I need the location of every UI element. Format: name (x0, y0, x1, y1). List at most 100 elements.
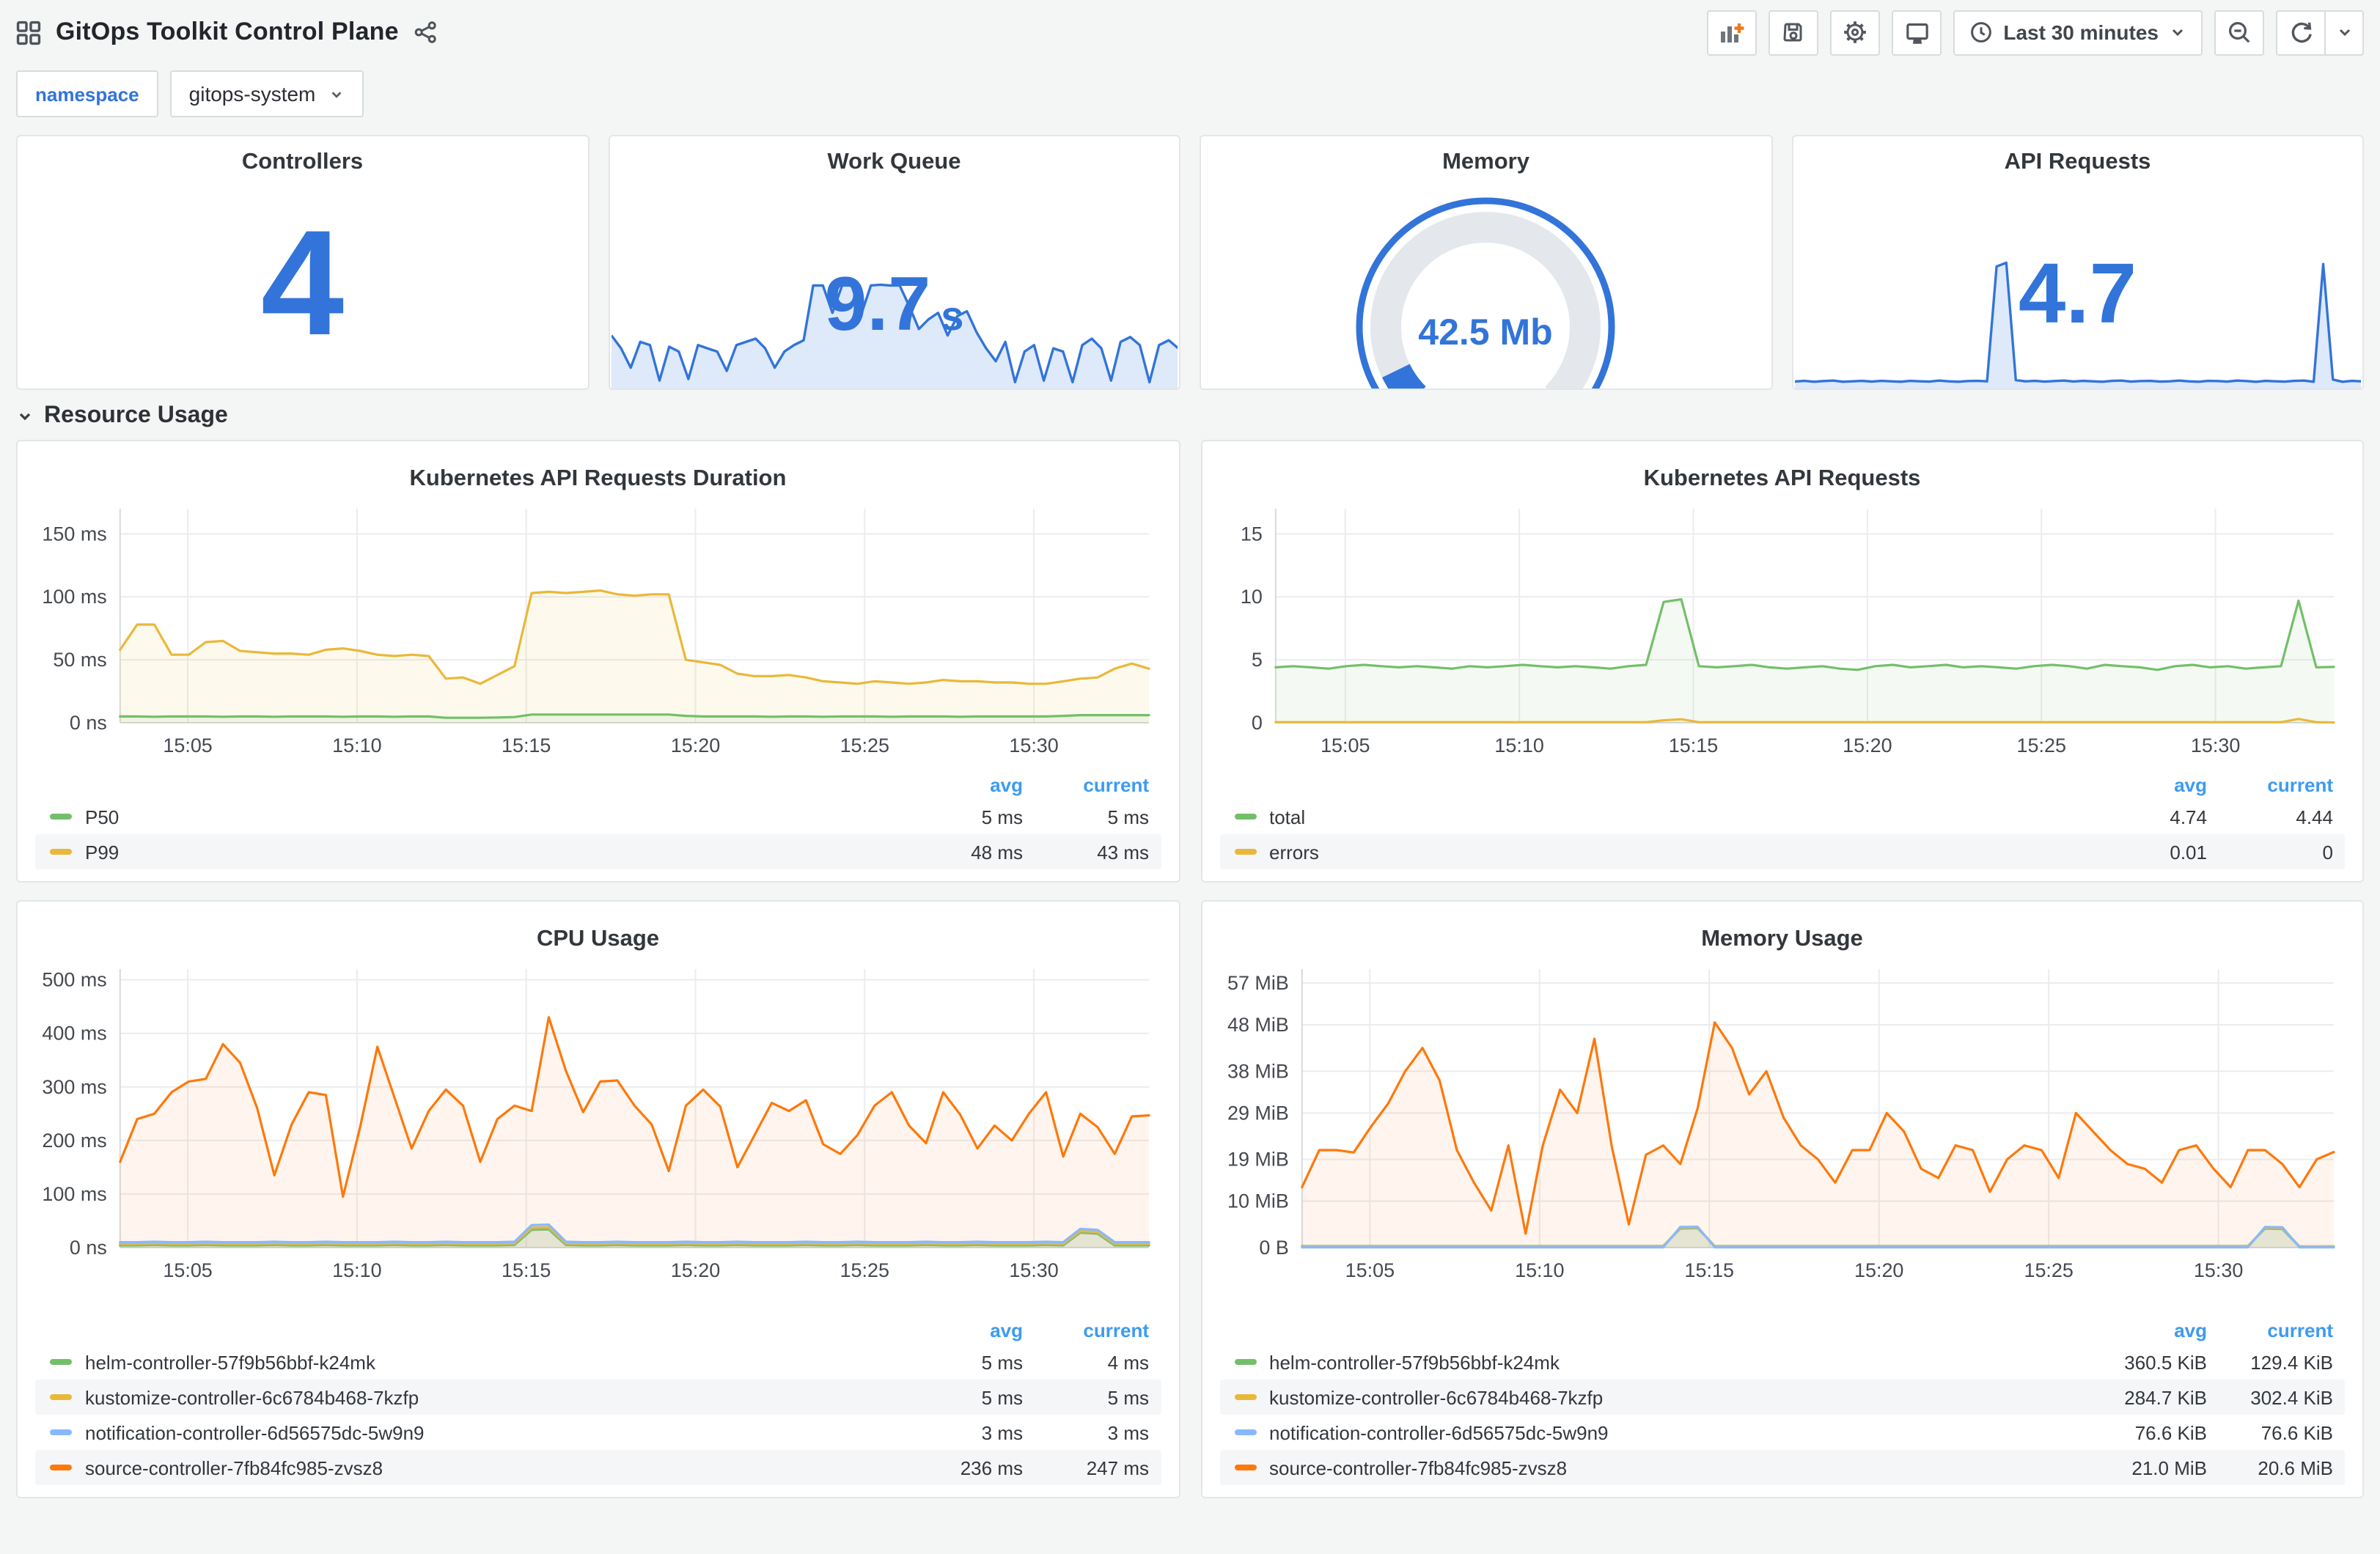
panel-k8s-api-requests-duration: Kubernetes API Requests Duration 15:05 15… (16, 440, 1180, 883)
panel-title[interactable]: Kubernetes API Requests Duration (409, 466, 787, 491)
namespace-dropdown[interactable]: gitops-system (169, 70, 364, 117)
time-series-plot[interactable]: 15:05 15:10 15:15 15:20 15:25 15:30 0 5 10 15 (1219, 500, 2345, 758)
svg-text:300 ms: 300 ms (42, 1076, 106, 1098)
series-current-value: 129.4 KiB (2250, 1351, 2333, 1373)
series-color-dash (50, 1359, 72, 1365)
refresh-button[interactable] (2276, 10, 2326, 55)
dashboard-settings-button[interactable] (1830, 10, 1881, 55)
series-avg-value: 5 ms (981, 1386, 1023, 1408)
series-label: notification-controller-6d56575dc-5w9n9 (85, 1421, 425, 1443)
namespace-value: gitops-system (188, 82, 316, 106)
legend-rows: helm-controller-57f9b56bbf-k24mk 360.5 Ki… (1219, 1344, 2345, 1485)
refresh-group (2276, 10, 2364, 55)
svg-text:15:30: 15:30 (1009, 734, 1058, 756)
panel-k8s-api-requests: Kubernetes API Requests 15:05 15:10 15:15 1… (1200, 440, 2364, 883)
chevron-down-icon (16, 408, 34, 425)
series-color-dash (1234, 1394, 1256, 1400)
series-current-value: 76.6 KiB (2260, 1421, 2333, 1443)
work-queue-unit: s (941, 293, 964, 339)
legend-header-avg[interactable]: avg (2174, 1319, 2207, 1341)
legend-header-avg[interactable]: avg (2174, 773, 2207, 795)
legend-rows: total 4.74 4.44 errors 0.01 0 (1219, 799, 2345, 869)
series-avg-value: 5 ms (981, 806, 1023, 828)
legend-series-row[interactable]: errors 0.01 0 (1219, 834, 2345, 869)
svg-text:100 ms: 100 ms (42, 586, 106, 608)
legend-series-row[interactable]: notification-controller-6d56575dc-5w9n9 7… (1219, 1415, 2345, 1450)
svg-text:15:15: 15:15 (502, 1259, 551, 1281)
series-label: P50 (85, 806, 120, 828)
share-icon[interactable] (414, 21, 437, 44)
refresh-interval-dropdown[interactable] (2326, 10, 2364, 55)
panel-title[interactable]: CPU Usage (536, 927, 660, 951)
series-current-value: 4 ms (1107, 1351, 1149, 1373)
time-series-plot[interactable]: 15:05 15:10 15:15 15:20 15:25 15:30 0 B 10 MiB 1… (1219, 960, 2345, 1286)
series-current-value: 247 ms (1086, 1457, 1149, 1478)
save-dashboard-button[interactable] (1769, 10, 1819, 55)
series-label: helm-controller-57f9b56bbf-k24mk (1269, 1351, 1560, 1373)
legend: avg current helm-controller-57f9b56bbf-k2… (35, 1315, 1161, 1485)
legend-header-current[interactable]: current (1083, 773, 1149, 795)
panel-title[interactable]: Memory Usage (1701, 927, 1863, 951)
legend-series-row[interactable]: source-controller-7fb84fc985-zvsz8 236 ms… (35, 1450, 1161, 1485)
dashboard-grid-icon (16, 20, 41, 45)
legend-header-current[interactable]: current (2267, 1319, 2333, 1341)
legend-series-row[interactable]: source-controller-7fb84fc985-zvsz8 21.0 M… (1219, 1450, 2345, 1485)
svg-text:15:10: 15:10 (1494, 734, 1543, 756)
svg-text:100 ms: 100 ms (42, 1183, 106, 1205)
legend-series-row[interactable]: kustomize-controller-6c6784b468-7kzfp 284… (1219, 1380, 2345, 1415)
legend-rows: helm-controller-57f9b56bbf-k24mk 5 ms 4 ms… (35, 1344, 1161, 1485)
series-current-value: 3 ms (1107, 1421, 1149, 1443)
series-avg-value: 236 ms (960, 1457, 1023, 1478)
chevron-down-icon (328, 86, 345, 102)
svg-text:38 MiB: 38 MiB (1227, 1060, 1288, 1082)
variable-label[interactable]: namespace (16, 70, 158, 117)
time-range-label: Last 30 minutes (2003, 21, 2159, 44)
series-color-dash (1234, 1465, 1256, 1470)
panel-title[interactable]: Kubernetes API Requests (1643, 466, 1921, 491)
panel-title[interactable]: Memory (1442, 150, 1529, 174)
section-resource-usage[interactable]: Resource Usage (16, 393, 2364, 440)
svg-text:15: 15 (1240, 523, 1262, 545)
svg-text:15:10: 15:10 (332, 734, 381, 756)
legend-series-row[interactable]: total 4.74 4.44 (1219, 799, 2345, 834)
series-label: kustomize-controller-6c6784b468-7kzfp (85, 1386, 419, 1408)
panel-title[interactable]: Work Queue (827, 150, 961, 174)
work-queue-value: 9.7 s (824, 262, 964, 347)
legend-series-row[interactable]: P99 48 ms 43 ms (35, 834, 1161, 869)
legend-header-current[interactable]: current (1083, 1319, 1149, 1341)
svg-text:15:15: 15:15 (1684, 1259, 1733, 1281)
time-series-plot[interactable]: 15:05 15:10 15:15 15:20 15:25 15:30 0 ns 50 ms 1… (35, 500, 1161, 758)
legend-series-row[interactable]: helm-controller-57f9b56bbf-k24mk 5 ms 4 ms (35, 1344, 1161, 1380)
panel-title[interactable]: Controllers (241, 150, 364, 174)
legend-series-row[interactable]: helm-controller-57f9b56bbf-k24mk 360.5 Ki… (1219, 1344, 2345, 1380)
panel-work-queue: Work Queue 9.7 s (608, 135, 1180, 390)
legend: avg current helm-controller-57f9b56bbf-k2… (1219, 1315, 2345, 1485)
zoom-out-button[interactable] (2214, 10, 2264, 55)
tv-mode-button[interactable] (1892, 10, 1942, 55)
chevron-down-icon (2169, 23, 2186, 41)
series-current-value: 302.4 KiB (2250, 1386, 2333, 1408)
panel-memory-gauge: Memory 42.5 Mb (1200, 135, 1772, 390)
series-avg-value: 360.5 KiB (2124, 1351, 2207, 1373)
svg-text:0 ns: 0 ns (70, 712, 107, 734)
svg-text:15:10: 15:10 (332, 1259, 381, 1281)
legend-series-row[interactable]: P50 5 ms 5 ms (35, 799, 1161, 834)
legend-header-avg[interactable]: avg (990, 1319, 1023, 1341)
add-panel-button[interactable] (1707, 10, 1758, 55)
series-color-dash (1234, 1359, 1256, 1365)
series-avg-value: 284.7 KiB (2124, 1386, 2207, 1408)
legend-series-row[interactable]: kustomize-controller-6c6784b468-7kzfp 5 m… (35, 1380, 1161, 1415)
svg-text:15:20: 15:20 (1854, 1259, 1903, 1281)
svg-text:15:05: 15:05 (1345, 1259, 1394, 1281)
legend-header-current[interactable]: current (2267, 773, 2333, 795)
time-series-plot[interactable]: 15:05 15:10 15:15 15:20 15:25 15:30 0 ns 100 ms… (35, 960, 1161, 1286)
svg-text:29 MiB: 29 MiB (1227, 1102, 1288, 1124)
legend-header-avg[interactable]: avg (990, 773, 1023, 795)
legend-series-row[interactable]: notification-controller-6d56575dc-5w9n9 3… (35, 1415, 1161, 1450)
time-range-picker[interactable]: Last 30 minutes (1953, 10, 2203, 55)
panel-title[interactable]: API Requests (2004, 150, 2151, 174)
toolbar: Last 30 minutes (1707, 10, 2364, 55)
controllers-value: 4 (260, 199, 345, 367)
page-title: GitOps Toolkit Control Plane (56, 18, 399, 45)
svg-text:15:20: 15:20 (671, 1259, 720, 1281)
